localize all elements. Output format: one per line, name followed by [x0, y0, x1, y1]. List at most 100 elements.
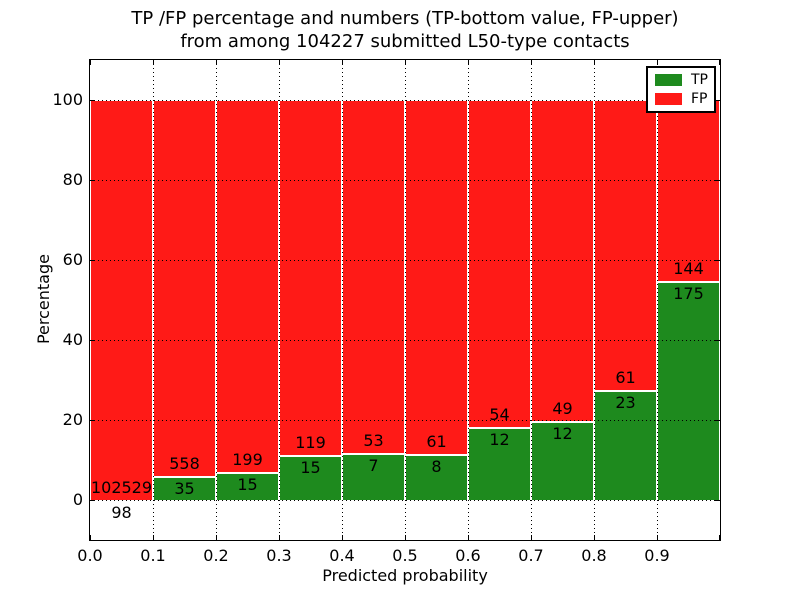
x-axis-label: Predicted probability: [322, 566, 488, 585]
fp-count-label: 558: [169, 454, 200, 474]
vertical-gridline: [215, 60, 217, 540]
x-tick-mark-top: [90, 60, 91, 65]
vertical-gridline: [656, 60, 658, 540]
fp-count-label: 199: [232, 449, 263, 469]
tp-count-label: 35: [174, 479, 195, 499]
y-tick-mark: [90, 420, 95, 421]
tp-count-label: 12: [552, 424, 573, 444]
y-tick-label: 100: [52, 90, 83, 109]
x-tick-label: 0.1: [140, 546, 166, 565]
x-tick-label: 0.0: [77, 546, 103, 565]
fp-count-label: 119: [295, 433, 326, 453]
x-tick-mark-top: [468, 60, 469, 65]
fp-count-label: 144: [673, 258, 704, 278]
vertical-gridline: [467, 60, 469, 540]
x-tick-mark: [279, 535, 280, 540]
x-tick-label: 0.9: [644, 546, 670, 565]
fp-count-label: 102529: [90, 477, 153, 497]
x-tick-mark: [153, 535, 154, 540]
tp-count-label: 15: [237, 474, 258, 494]
fp-count-label: 54: [489, 405, 510, 425]
tp-count-label: 12: [489, 430, 510, 450]
x-tick-mark: [531, 535, 532, 540]
tp-count-label: 175: [673, 283, 704, 303]
horizontal-gridline: [90, 339, 720, 341]
vertical-gridline: [404, 60, 406, 540]
x-tick-label: 0.5: [392, 546, 418, 565]
y-tick-mark: [90, 180, 95, 181]
y-tick-mark: [90, 260, 95, 261]
tp-bar-segment: [657, 280, 720, 500]
horizontal-gridline: [90, 259, 720, 261]
fp-bar-segment: [594, 100, 657, 391]
y-tick-mark-right: [715, 340, 720, 341]
tp-bar-segment: [594, 390, 657, 500]
x-tick-mark-top: [657, 60, 658, 65]
legend-box: TP FP: [646, 66, 716, 113]
vertical-gridline: [593, 60, 595, 540]
horizontal-gridline: [90, 499, 720, 501]
x-tick-label: 0.4: [329, 546, 355, 565]
y-tick-mark-right: [715, 100, 720, 101]
x-tick-mark-top: [594, 60, 595, 65]
y-axis-label: Percentage: [34, 254, 53, 345]
vertical-gridline: [530, 60, 532, 540]
fp-bar-segment: [342, 100, 405, 454]
y-tick-mark: [90, 340, 95, 341]
y-tick-label: 0: [72, 490, 83, 509]
x-tick-mark: [468, 535, 469, 540]
x-tick-mark: [657, 535, 658, 540]
legend-label: TP: [691, 72, 708, 88]
legend-swatch-fp: [655, 93, 682, 105]
horizontal-gridline: [90, 179, 720, 181]
x-tick-mark: [594, 535, 595, 540]
fp-count-label: 53: [363, 431, 384, 451]
legend-entry: FP: [655, 91, 708, 107]
x-tick-label: 0.8: [581, 546, 607, 565]
y-tick-mark-right: [715, 260, 720, 261]
vertical-gridline: [278, 60, 280, 540]
tp-bar-segment: [468, 427, 531, 500]
tp-count-label: 15: [300, 458, 321, 478]
y-tick-mark: [90, 100, 95, 101]
chart-title: TP /FP percentage and numbers (TP-bottom…: [90, 7, 720, 53]
y-tick-label: 40: [62, 330, 83, 349]
x-tick-mark-top: [279, 60, 280, 65]
fp-bar-segment: [405, 100, 468, 454]
fp-count-label: 61: [615, 368, 636, 388]
y-tick-label: 80: [62, 170, 83, 189]
fp-bar-segment: [153, 100, 216, 477]
y-tick-mark-right: [715, 180, 720, 181]
fp-bar-segment: [90, 100, 153, 500]
horizontal-gridline: [90, 419, 720, 421]
legend-label: FP: [691, 91, 708, 107]
x-tick-mark-top: [216, 60, 217, 65]
fp-count-label: 61: [426, 431, 447, 451]
fp-bar-segment: [279, 100, 342, 456]
tp-count-label: 98: [111, 502, 132, 522]
y-tick-mark-right: [715, 500, 720, 501]
x-tick-mark-top: [719, 60, 720, 65]
y-tick-mark: [90, 500, 95, 501]
tp-count-label: 23: [615, 393, 636, 413]
x-tick-label: 0.6: [455, 546, 481, 565]
fp-bar-segment: [216, 100, 279, 472]
fp-bar-segment: [531, 100, 594, 422]
fp-count-label: 49: [552, 399, 573, 419]
horizontal-gridline: [90, 99, 720, 101]
vertical-gridline: [341, 60, 343, 540]
x-tick-mark: [405, 535, 406, 540]
tp-count-label: 8: [431, 456, 442, 476]
y-tick-label: 20: [62, 410, 83, 429]
fp-bar-segment: [657, 100, 720, 281]
chart-title-line1: TP /FP percentage and numbers (TP-bottom…: [131, 8, 679, 29]
x-tick-mark: [216, 535, 217, 540]
legend-swatch-tp: [655, 74, 682, 86]
fp-bar-segment: [468, 100, 531, 428]
x-tick-mark-top: [342, 60, 343, 65]
x-tick-mark-top: [153, 60, 154, 65]
legend-entry: TP: [655, 72, 708, 88]
y-tick-label: 60: [62, 250, 83, 269]
x-tick-label: 0.2: [203, 546, 229, 565]
x-tick-mark: [90, 535, 91, 540]
